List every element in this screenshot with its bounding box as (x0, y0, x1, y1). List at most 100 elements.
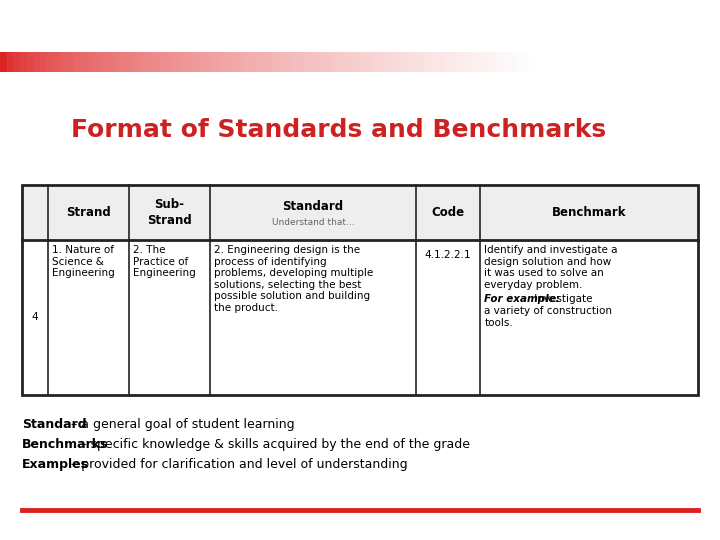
Bar (219, 52, 225, 72)
Bar (20, 52, 27, 72)
Text: 4: 4 (32, 313, 38, 322)
Bar (159, 52, 166, 72)
Bar (0, 52, 6, 72)
Bar (523, 52, 530, 72)
Bar (311, 52, 318, 72)
Bar (298, 52, 305, 72)
Bar (40, 52, 46, 72)
Bar (351, 52, 358, 72)
Bar (186, 52, 192, 72)
Bar (497, 52, 503, 72)
Bar (179, 52, 186, 72)
Bar (53, 52, 60, 72)
Bar (444, 52, 451, 72)
Bar (391, 52, 397, 72)
Bar (22, 240, 698, 395)
Text: Standard: Standard (22, 418, 86, 431)
Bar (93, 52, 99, 72)
Bar (305, 52, 311, 72)
Bar (424, 52, 431, 72)
Bar (364, 52, 371, 72)
Bar (232, 52, 238, 72)
Bar (265, 52, 271, 72)
Bar (384, 52, 391, 72)
Bar (153, 52, 159, 72)
Text: 4.1.2.2.1: 4.1.2.2.1 (425, 250, 472, 260)
Bar (22, 185, 698, 395)
Bar (285, 52, 292, 72)
Bar (139, 52, 145, 72)
Text: Examples: Examples (22, 458, 89, 471)
Bar (172, 52, 179, 72)
Bar (517, 52, 523, 72)
Bar (120, 52, 126, 72)
Bar (344, 52, 351, 72)
Bar (126, 52, 132, 72)
Bar (318, 52, 325, 72)
Text: Benchmark: Benchmark (552, 206, 626, 219)
Bar (33, 52, 40, 72)
Text: a variety of construction
tools.: a variety of construction tools. (485, 306, 612, 328)
Bar (73, 52, 79, 72)
Bar (166, 52, 172, 72)
Text: Sub-
Strand: Sub- Strand (147, 199, 192, 226)
Text: 1. Nature of
Science &
Engineering: 1. Nature of Science & Engineering (52, 245, 114, 278)
Bar (477, 52, 484, 72)
Bar (225, 52, 232, 72)
Text: - specific knowledge & skills acquired by the end of the grade: - specific knowledge & skills acquired b… (78, 438, 470, 451)
Bar (397, 52, 404, 72)
Bar (238, 52, 245, 72)
Bar (325, 52, 331, 72)
Text: Format of Standards and Benchmarks: Format of Standards and Benchmarks (71, 118, 606, 142)
Bar (484, 52, 490, 72)
Bar (22, 185, 698, 240)
Bar (292, 52, 298, 72)
Bar (106, 52, 112, 72)
Text: Investigate: Investigate (531, 294, 593, 305)
Bar (6, 52, 13, 72)
Text: Code: Code (432, 206, 465, 219)
Bar (212, 52, 219, 72)
Bar (145, 52, 153, 72)
Bar (451, 52, 457, 72)
Bar (258, 52, 265, 72)
Text: Benchmarks: Benchmarks (22, 438, 109, 451)
Bar (410, 52, 418, 72)
Bar (112, 52, 120, 72)
Bar (358, 52, 364, 72)
Text: 2. Engineering design is the
process of identifying
problems, developing multipl: 2. Engineering design is the process of … (214, 245, 373, 313)
Bar (278, 52, 285, 72)
Bar (27, 52, 33, 72)
Text: 2. The
Practice of
Engineering: 2. The Practice of Engineering (132, 245, 196, 278)
Text: Strand: Strand (66, 206, 111, 219)
Bar (464, 52, 470, 72)
Bar (371, 52, 377, 72)
Text: – provided for clarification and level of understanding: – provided for clarification and level o… (67, 458, 408, 471)
Bar (13, 52, 20, 72)
Text: Standard: Standard (282, 200, 343, 213)
Text: Identify and investigate a
design solution and how
it was used to solve an
every: Identify and investigate a design soluti… (485, 245, 618, 290)
Text: – a general goal of student learning: – a general goal of student learning (67, 418, 294, 431)
Bar (86, 52, 93, 72)
Bar (199, 52, 205, 72)
Bar (66, 52, 73, 72)
Bar (205, 52, 212, 72)
Bar (377, 52, 384, 72)
Bar (431, 52, 437, 72)
Bar (418, 52, 424, 72)
Bar (252, 52, 258, 72)
Bar (510, 52, 517, 72)
Bar (192, 52, 199, 72)
Bar (46, 52, 53, 72)
Bar (404, 52, 410, 72)
Bar (79, 52, 86, 72)
Bar (490, 52, 497, 72)
Bar (271, 52, 278, 72)
Bar (132, 52, 139, 72)
Bar (437, 52, 444, 72)
Bar (338, 52, 344, 72)
Bar (245, 52, 252, 72)
Bar (470, 52, 477, 72)
Text: For example:: For example: (485, 294, 560, 305)
Bar (331, 52, 338, 72)
